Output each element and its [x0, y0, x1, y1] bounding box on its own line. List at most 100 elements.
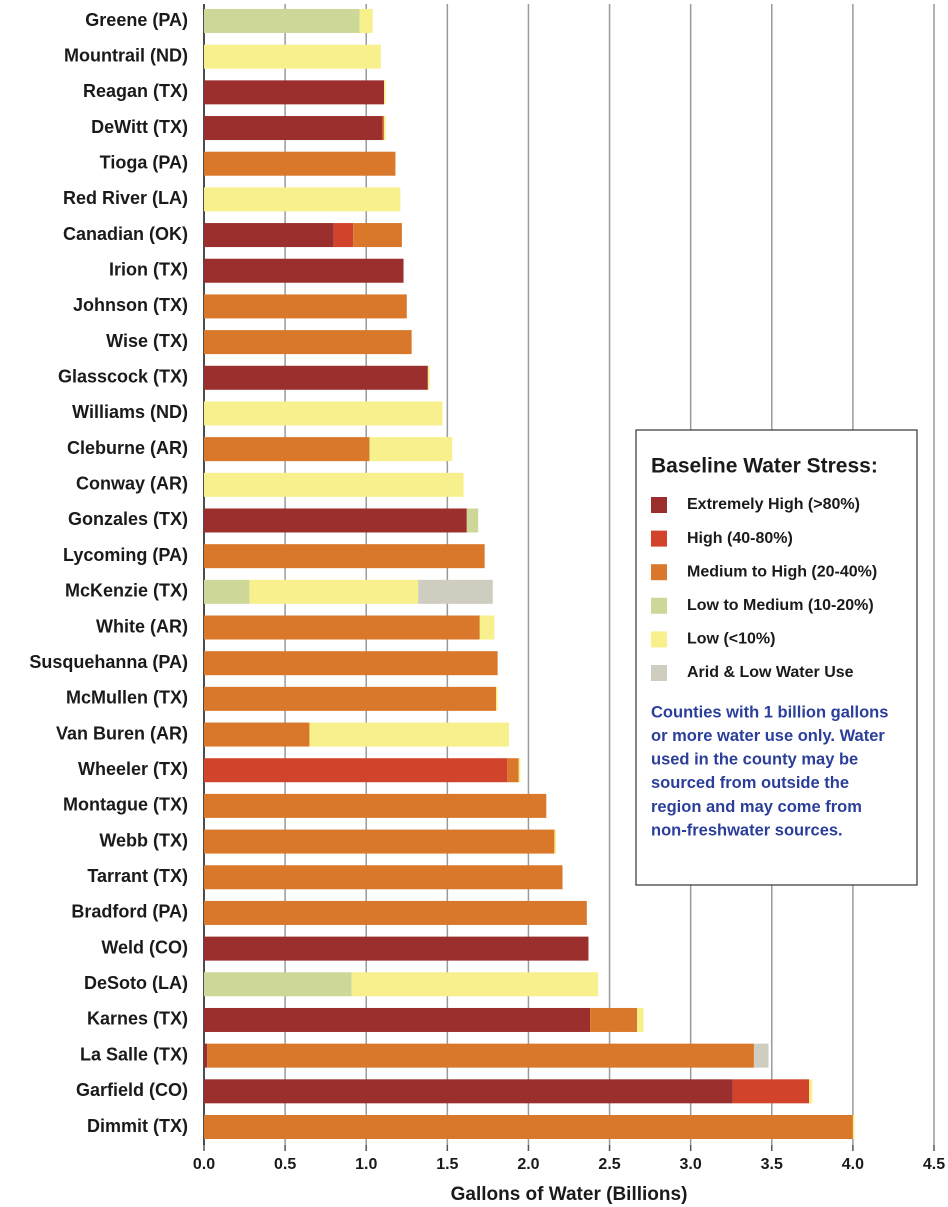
bar-segment	[204, 651, 498, 676]
legend-label: Medium to High (20-40%)	[687, 563, 877, 580]
bar-segment	[204, 829, 555, 854]
bar-segment	[753, 1043, 769, 1068]
y-tick-label: Van Buren (AR)	[56, 723, 188, 743]
x-tick-label: 3.0	[680, 1156, 702, 1173]
y-tick-label: DeSoto (LA)	[84, 973, 188, 993]
bar-segment	[359, 9, 373, 33]
legend-swatch	[651, 631, 667, 648]
bar-segment	[204, 1007, 591, 1032]
bar-segment	[418, 579, 493, 604]
legend-label: Low (<10%)	[687, 631, 775, 648]
x-tick-label: 0.5	[274, 1156, 296, 1173]
y-tick-label: Red River (LA)	[63, 188, 188, 208]
bar-segment	[204, 1043, 208, 1068]
y-tick-label: Wheeler (TX)	[78, 759, 188, 779]
legend-label: High (40-80%)	[687, 530, 793, 547]
bar-segment	[809, 1079, 813, 1104]
y-tick-label: La Salle (TX)	[80, 1044, 188, 1064]
bar-segment	[204, 223, 334, 248]
y-tick-label: Bradford (PA)	[71, 902, 188, 922]
legend-swatch	[651, 564, 667, 581]
bar-segment	[518, 758, 521, 783]
bar-segment	[204, 722, 310, 747]
bar-segment	[590, 1007, 638, 1032]
bar-segment	[204, 793, 547, 818]
bar-segment	[204, 44, 381, 69]
y-tick-label: Johnson (TX)	[73, 295, 188, 315]
annotation: sourced from outside the	[651, 774, 849, 792]
bar-segment	[351, 972, 599, 997]
legend-label: Extremely High (>80%)	[687, 496, 860, 513]
y-tick-label: Conway (AR)	[76, 474, 188, 494]
annotation: or more water use only. Water	[651, 727, 885, 745]
bar-segment	[333, 223, 354, 248]
y-tick-label: Webb (TX)	[99, 830, 188, 850]
bar-segment	[204, 294, 407, 319]
bar-segment	[309, 722, 509, 747]
legend-swatch	[651, 530, 667, 547]
y-tick-label: Lycoming (PA)	[63, 545, 188, 565]
bar-segment	[204, 116, 383, 141]
y-tick-label: Irion (TX)	[109, 259, 188, 279]
bar-segment	[852, 1115, 855, 1139]
y-tick-label: Gonzales (TX)	[68, 509, 188, 529]
x-tick-label: 0.0	[193, 1156, 215, 1173]
x-axis-title: Gallons of Water (Billions)	[451, 1184, 688, 1205]
bar-segment	[204, 544, 485, 569]
x-tick-label: 1.0	[355, 1156, 377, 1173]
bar-segment	[507, 758, 519, 783]
y-tick-label: Susquehanna (PA)	[29, 652, 188, 672]
x-tick-label: 4.0	[842, 1156, 864, 1173]
annotation: Counties with 1 billion gallons	[651, 703, 888, 721]
bar-segment	[384, 116, 386, 141]
bar-segment	[204, 758, 508, 783]
y-tick-label: Karnes (TX)	[87, 1009, 188, 1029]
x-tick-label: 2.0	[517, 1156, 539, 1173]
legend-label: Low to Medium (10-20%)	[687, 597, 874, 614]
bar-segment	[249, 579, 419, 604]
bar-segment	[204, 437, 370, 462]
legend-title: Baseline Water Stress:	[651, 455, 878, 478]
y-tick-label: McKenzie (TX)	[65, 581, 188, 601]
bar-segment	[207, 1043, 754, 1068]
bar-segment	[637, 1007, 644, 1032]
bar-segment	[353, 223, 402, 248]
x-tick-label: 2.5	[598, 1156, 620, 1173]
bar-segment	[204, 936, 589, 961]
y-tick-label: Glasscock (TX)	[58, 367, 188, 387]
y-tick-label: Greene (PA)	[85, 10, 188, 30]
bar-segment	[732, 1079, 810, 1104]
bar-segment	[479, 615, 495, 640]
x-tick-label: 1.5	[436, 1156, 458, 1173]
bar-segment	[384, 80, 386, 105]
x-tick-label: 3.5	[761, 1156, 783, 1173]
legend-label: Arid & Low Water Use	[687, 664, 854, 681]
bar-segment	[204, 80, 385, 105]
y-tick-label: Reagan (TX)	[83, 81, 188, 101]
y-tick-label: Cleburne (AR)	[67, 438, 188, 458]
annotation: region and may come from	[651, 798, 862, 816]
y-tick-label: White (AR)	[96, 616, 188, 636]
bar-segment	[204, 258, 404, 283]
bar-segment	[204, 865, 563, 890]
bar-segment	[204, 1115, 853, 1139]
bar-segment	[204, 187, 401, 212]
x-tick-label: 4.5	[923, 1156, 945, 1173]
bar-segment	[204, 900, 587, 925]
bar-segment	[204, 686, 496, 711]
bar-segment	[466, 508, 479, 533]
y-tick-label: Tarrant (TX)	[87, 866, 188, 886]
bar-segment	[496, 686, 498, 711]
y-tick-label: Weld (CO)	[101, 937, 188, 957]
legend-swatch	[651, 665, 667, 681]
annotation: non-freshwater sources.	[651, 821, 843, 839]
bar-segment	[204, 508, 467, 533]
y-tick-label: DeWitt (TX)	[91, 117, 188, 137]
y-tick-label: Garfield (CO)	[76, 1080, 188, 1100]
bar-segment	[204, 472, 464, 497]
bar-segment	[204, 972, 352, 997]
bar-segment	[554, 829, 557, 854]
y-tick-label: Williams (ND)	[72, 402, 188, 422]
y-tick-label: Montague (TX)	[63, 795, 188, 815]
